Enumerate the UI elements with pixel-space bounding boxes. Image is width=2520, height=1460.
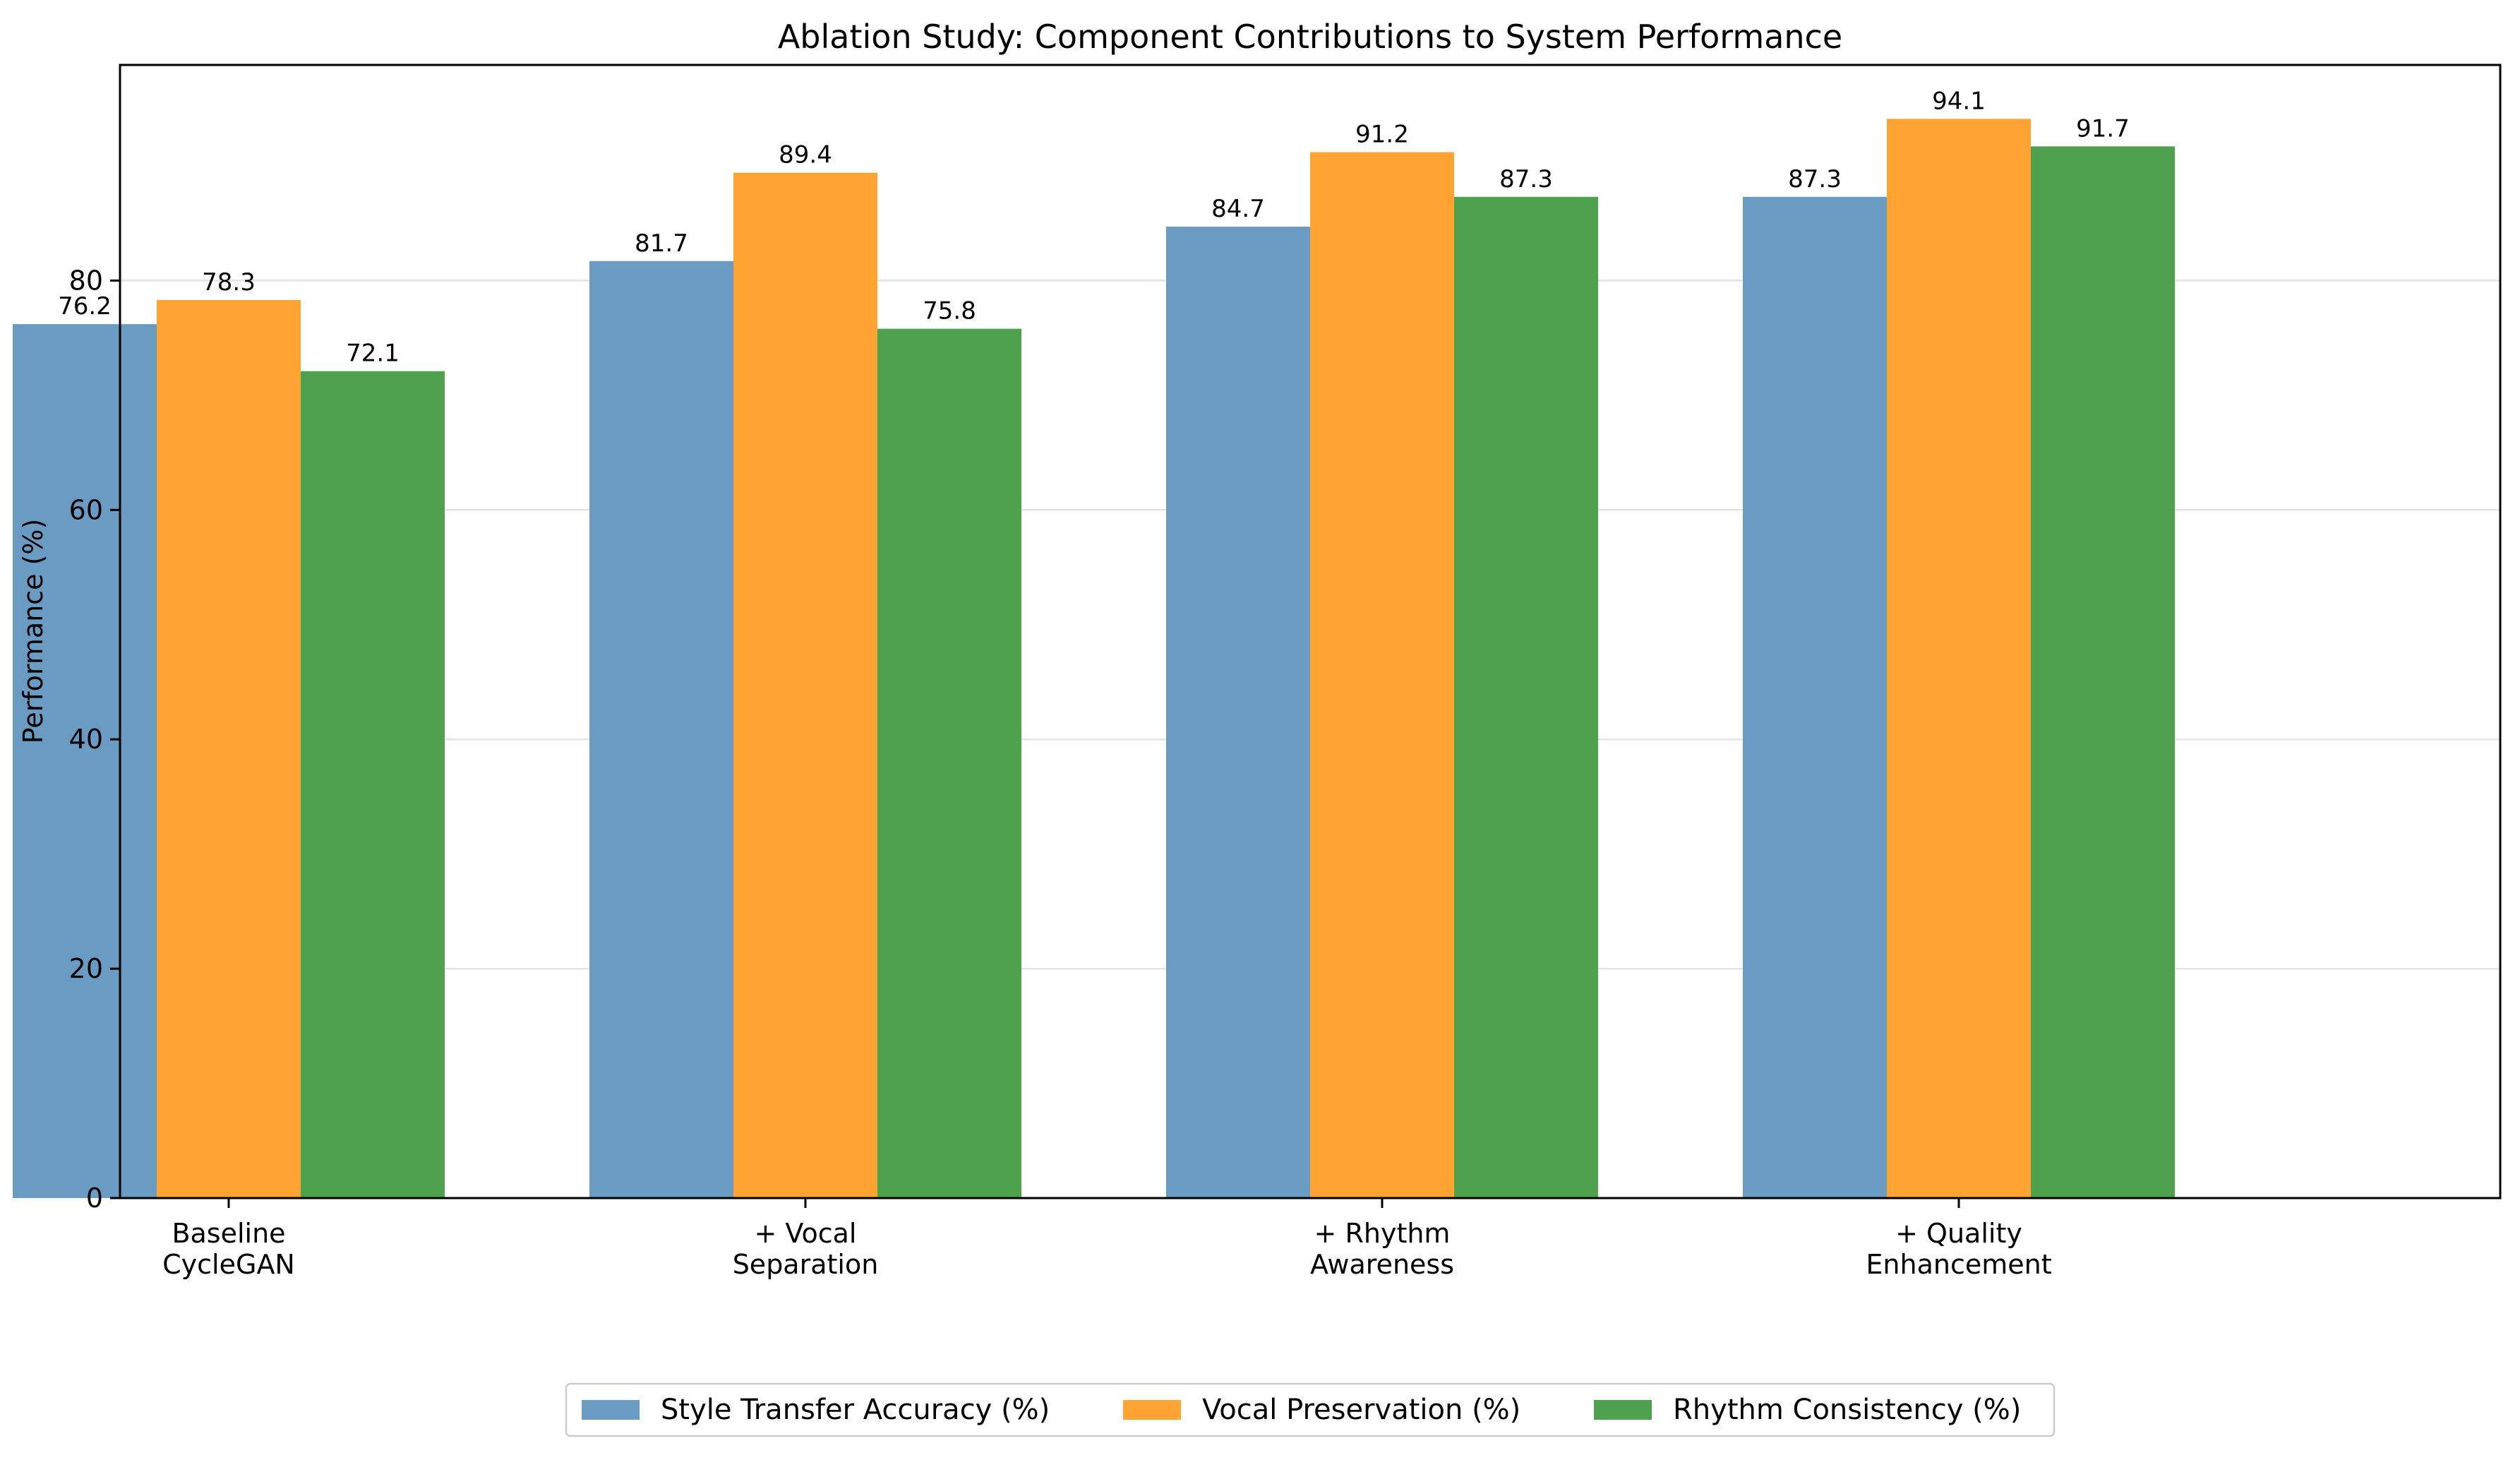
y-tick-label: 0 <box>86 1183 103 1214</box>
bar-1-4 <box>1743 196 1887 1199</box>
bar-1-1 <box>13 324 157 1198</box>
bar-value-label: 91.2 <box>1355 120 1409 148</box>
legend: Style Transfer Accuracy (%) Vocal Preserv… <box>565 1382 2056 1437</box>
x-tick-label: + Rhythm <box>1314 1218 1451 1249</box>
legend-label: Rhythm Consistency (%) <box>1673 1394 2021 1426</box>
x-tick-label: Baseline <box>172 1218 285 1249</box>
y-tick-label: 60 <box>69 494 103 525</box>
bar-value-label: 81.7 <box>635 229 688 258</box>
y-axis-label: Performance (%) <box>18 519 49 744</box>
legend-label: Vocal Preservation (%) <box>1202 1394 1520 1426</box>
legend-swatch <box>582 1400 640 1420</box>
bar-3-4 <box>2031 146 2175 1198</box>
bars <box>13 119 2175 1199</box>
legend-swatch <box>1594 1400 1652 1420</box>
bar-2-2 <box>733 172 877 1199</box>
bar-3-3 <box>1454 196 1598 1199</box>
x-tick-label: Separation <box>733 1249 879 1280</box>
bar-value-label: 84.7 <box>1211 195 1265 223</box>
x-tick-label: Awareness <box>1310 1249 1454 1280</box>
y-axis-ticks: 0 20 40 60 80 <box>69 265 120 1214</box>
bar-3-1 <box>301 371 445 1198</box>
x-tick-label: + Vocal <box>755 1218 857 1249</box>
plot-frame <box>119 64 2502 1199</box>
bar-value-label: 72.1 <box>346 340 400 368</box>
bar-3-2 <box>877 328 1021 1199</box>
value-labels: 76.2 78.3 72.1 81.7 89.4 75.8 84.7 91.2 87.3 87.3… <box>58 87 2130 367</box>
bar-value-label: 87.3 <box>1788 165 1842 193</box>
bar-value-label: 94.1 <box>1932 87 1986 115</box>
bar-value-label: 78.3 <box>202 268 256 297</box>
bar-2-3 <box>1310 152 1454 1198</box>
bar-value-label: 75.8 <box>923 297 976 325</box>
bar-1-3 <box>1166 227 1310 1198</box>
bar-2-4 <box>1887 119 2031 1199</box>
x-tick-label: + Quality <box>1895 1218 2022 1249</box>
y-tick-label: 80 <box>69 265 103 296</box>
y-tick-label: 20 <box>69 953 103 984</box>
legend-label: Style Transfer Accuracy (%) <box>661 1394 1050 1426</box>
bar-2-1 <box>157 300 301 1198</box>
bar-value-label: 89.4 <box>779 141 832 169</box>
legend-swatch <box>1123 1400 1181 1420</box>
bar-1-2 <box>589 261 733 1198</box>
bar-value-label: 76.2 <box>58 292 112 321</box>
y-tick-label: 40 <box>69 724 103 755</box>
chart-title: Ablation Study: Component Contributions … <box>778 18 1842 56</box>
bar-value-label: 91.7 <box>2076 114 2130 143</box>
bar-value-label: 87.3 <box>1499 165 1553 193</box>
x-tick-label: Enhancement <box>1866 1249 2051 1280</box>
legend-frame <box>565 1382 2056 1437</box>
x-tick-label: CycleGAN <box>162 1249 295 1280</box>
